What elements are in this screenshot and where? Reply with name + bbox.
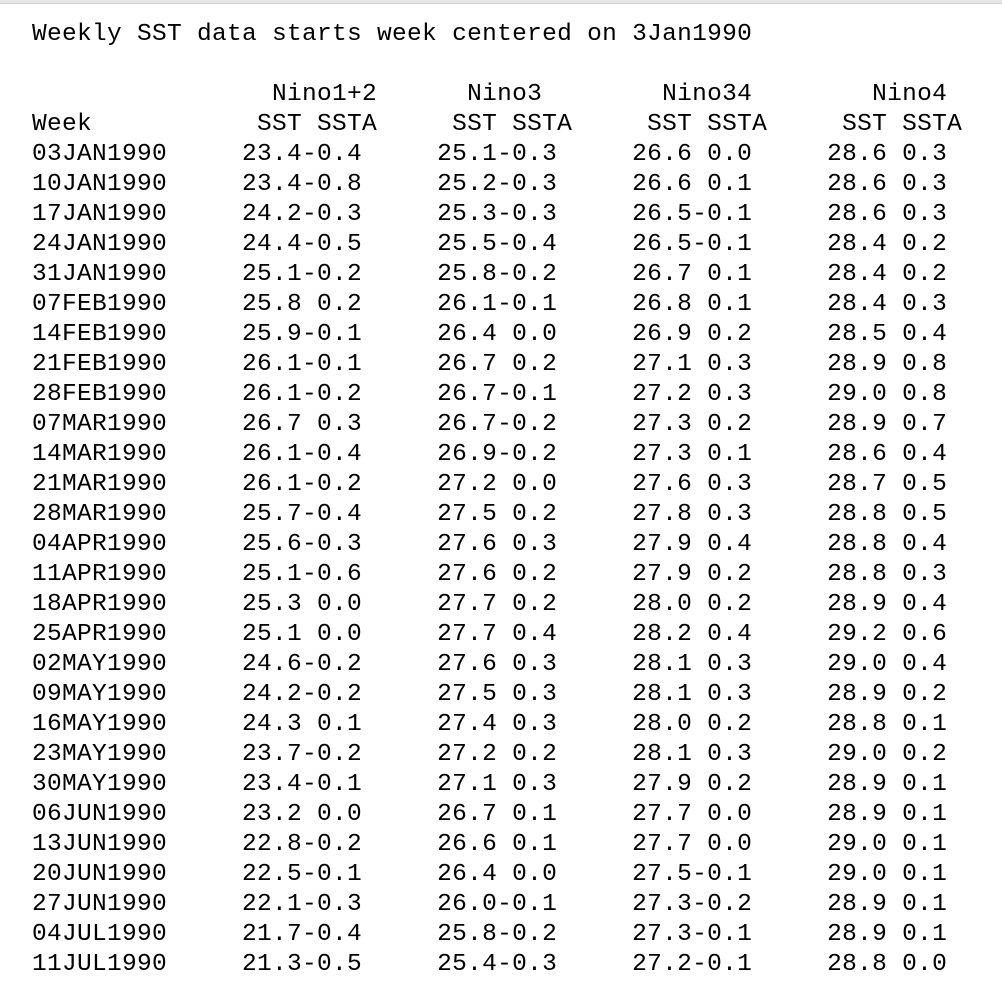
sst-data-text: Weekly SST data starts week centered on …: [32, 20, 962, 980]
data-row: 23MAY1990 23.7-0.2 27.2 0.2 28.1 0.3 29.…: [32, 741, 948, 768]
data-row: 31JAN1990 25.1-0.2 25.8-0.2 26.7 0.1 28.…: [32, 261, 948, 288]
data-row: 25APR1990 25.1 0.0 27.7 0.4 28.2 0.4 29.…: [32, 621, 948, 648]
region-header-line: Nino1+2 Nino3 Nino34 Nino4: [32, 81, 948, 108]
data-row: 02MAY1990 24.6-0.2 27.6 0.3 28.1 0.3 29.…: [32, 651, 948, 678]
data-row: 04JUL1990 21.7-0.4 25.8-0.2 27.3-0.1 28.…: [32, 921, 948, 948]
data-row: 24JAN1990 24.4-0.5 25.5-0.4 26.5-0.1 28.…: [32, 231, 948, 258]
data-row: 10JAN1990 23.4-0.8 25.2-0.3 26.6 0.1 28.…: [32, 171, 948, 198]
data-row: 30MAY1990 23.4-0.1 27.1 0.3 27.9 0.2 28.…: [32, 771, 948, 798]
data-row: 21MAR1990 26.1-0.2 27.2 0.0 27.6 0.3 28.…: [32, 471, 948, 498]
blank-line: [32, 50, 962, 80]
data-row: 14FEB1990 25.9-0.1 26.4 0.0 26.9 0.2 28.…: [32, 321, 948, 348]
data-row: 14MAR1990 26.1-0.4 26.9-0.2 27.3 0.1 28.…: [32, 441, 948, 468]
data-row: 17JAN1990 24.2-0.3 25.3-0.3 26.5-0.1 28.…: [32, 201, 948, 228]
data-row: 04APR1990 25.6-0.3 27.6 0.3 27.9 0.4 28.…: [32, 531, 948, 558]
data-row: 28FEB1990 26.1-0.2 26.7-0.1 27.2 0.3 29.…: [32, 381, 948, 408]
data-row: 06JUN1990 23.2 0.0 26.7 0.1 27.7 0.0 28.…: [32, 801, 948, 828]
data-row: 20JUN1990 22.5-0.1 26.4 0.0 27.5-0.1 29.…: [32, 861, 948, 888]
data-row: 13JUN1990 22.8-0.2 26.6 0.1 27.7 0.0 29.…: [32, 831, 948, 858]
data-row: 03JAN1990 23.4-0.4 25.1-0.3 26.6 0.0 28.…: [32, 141, 948, 168]
data-row: 07FEB1990 25.8 0.2 26.1-0.1 26.8 0.1 28.…: [32, 291, 948, 318]
data-row: 16MAY1990 24.3 0.1 27.4 0.3 28.0 0.2 28.…: [32, 711, 948, 738]
header-line: Weekly SST data starts week centered on …: [32, 21, 753, 48]
data-row: 27JUN1990 22.1-0.3 26.0-0.1 27.3-0.2 28.…: [32, 891, 948, 918]
data-row: 07MAR1990 26.7 0.3 26.7-0.2 27.3 0.2 28.…: [32, 411, 948, 438]
data-row: 28MAR1990 25.7-0.4 27.5 0.2 27.8 0.3 28.…: [32, 501, 948, 528]
data-row: 21FEB1990 26.1-0.1 26.7 0.2 27.1 0.3 28.…: [32, 351, 948, 378]
data-row: 09MAY1990 24.2-0.2 27.5 0.3 28.1 0.3 28.…: [32, 681, 948, 708]
data-row: 18APR1990 25.3 0.0 27.7 0.2 28.0 0.2 28.…: [32, 591, 948, 618]
top-border: [0, 0, 1002, 4]
column-header-line: Week SST SSTA SST SSTA SST SSTA SST SSTA: [32, 111, 963, 138]
data-row: 11APR1990 25.1-0.6 27.6 0.2 27.9 0.2 28.…: [32, 561, 948, 588]
data-row: 11JUL1990 21.3-0.5 25.4-0.3 27.2-0.1 28.…: [32, 951, 948, 978]
